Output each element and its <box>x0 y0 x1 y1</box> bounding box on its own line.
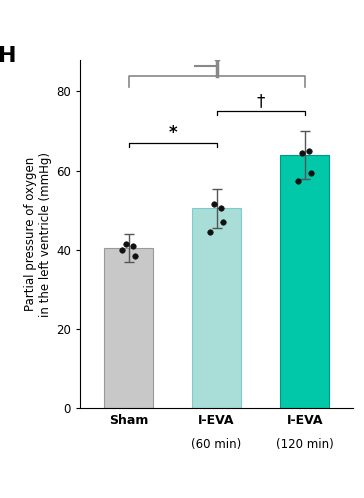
Text: (60 min): (60 min) <box>191 438 242 451</box>
Text: H: H <box>0 46 17 66</box>
Point <box>308 169 314 177</box>
Bar <box>280 155 329 408</box>
Text: *: * <box>168 124 177 142</box>
Point <box>119 246 125 254</box>
Bar <box>104 248 153 408</box>
Point <box>296 177 301 185</box>
Point <box>306 147 312 155</box>
Bar <box>192 208 241 408</box>
Point <box>218 204 224 212</box>
Text: (120 min): (120 min) <box>276 438 333 451</box>
Text: †: † <box>256 92 265 110</box>
Point <box>207 228 213 236</box>
Point <box>299 149 305 157</box>
Y-axis label: Partial pressure of oxygen
in the left ventricle (mmHg): Partial pressure of oxygen in the left v… <box>24 151 52 317</box>
Point <box>211 200 217 208</box>
Point <box>130 242 136 250</box>
Point <box>123 240 129 248</box>
Point <box>220 218 226 226</box>
Point <box>132 252 138 260</box>
